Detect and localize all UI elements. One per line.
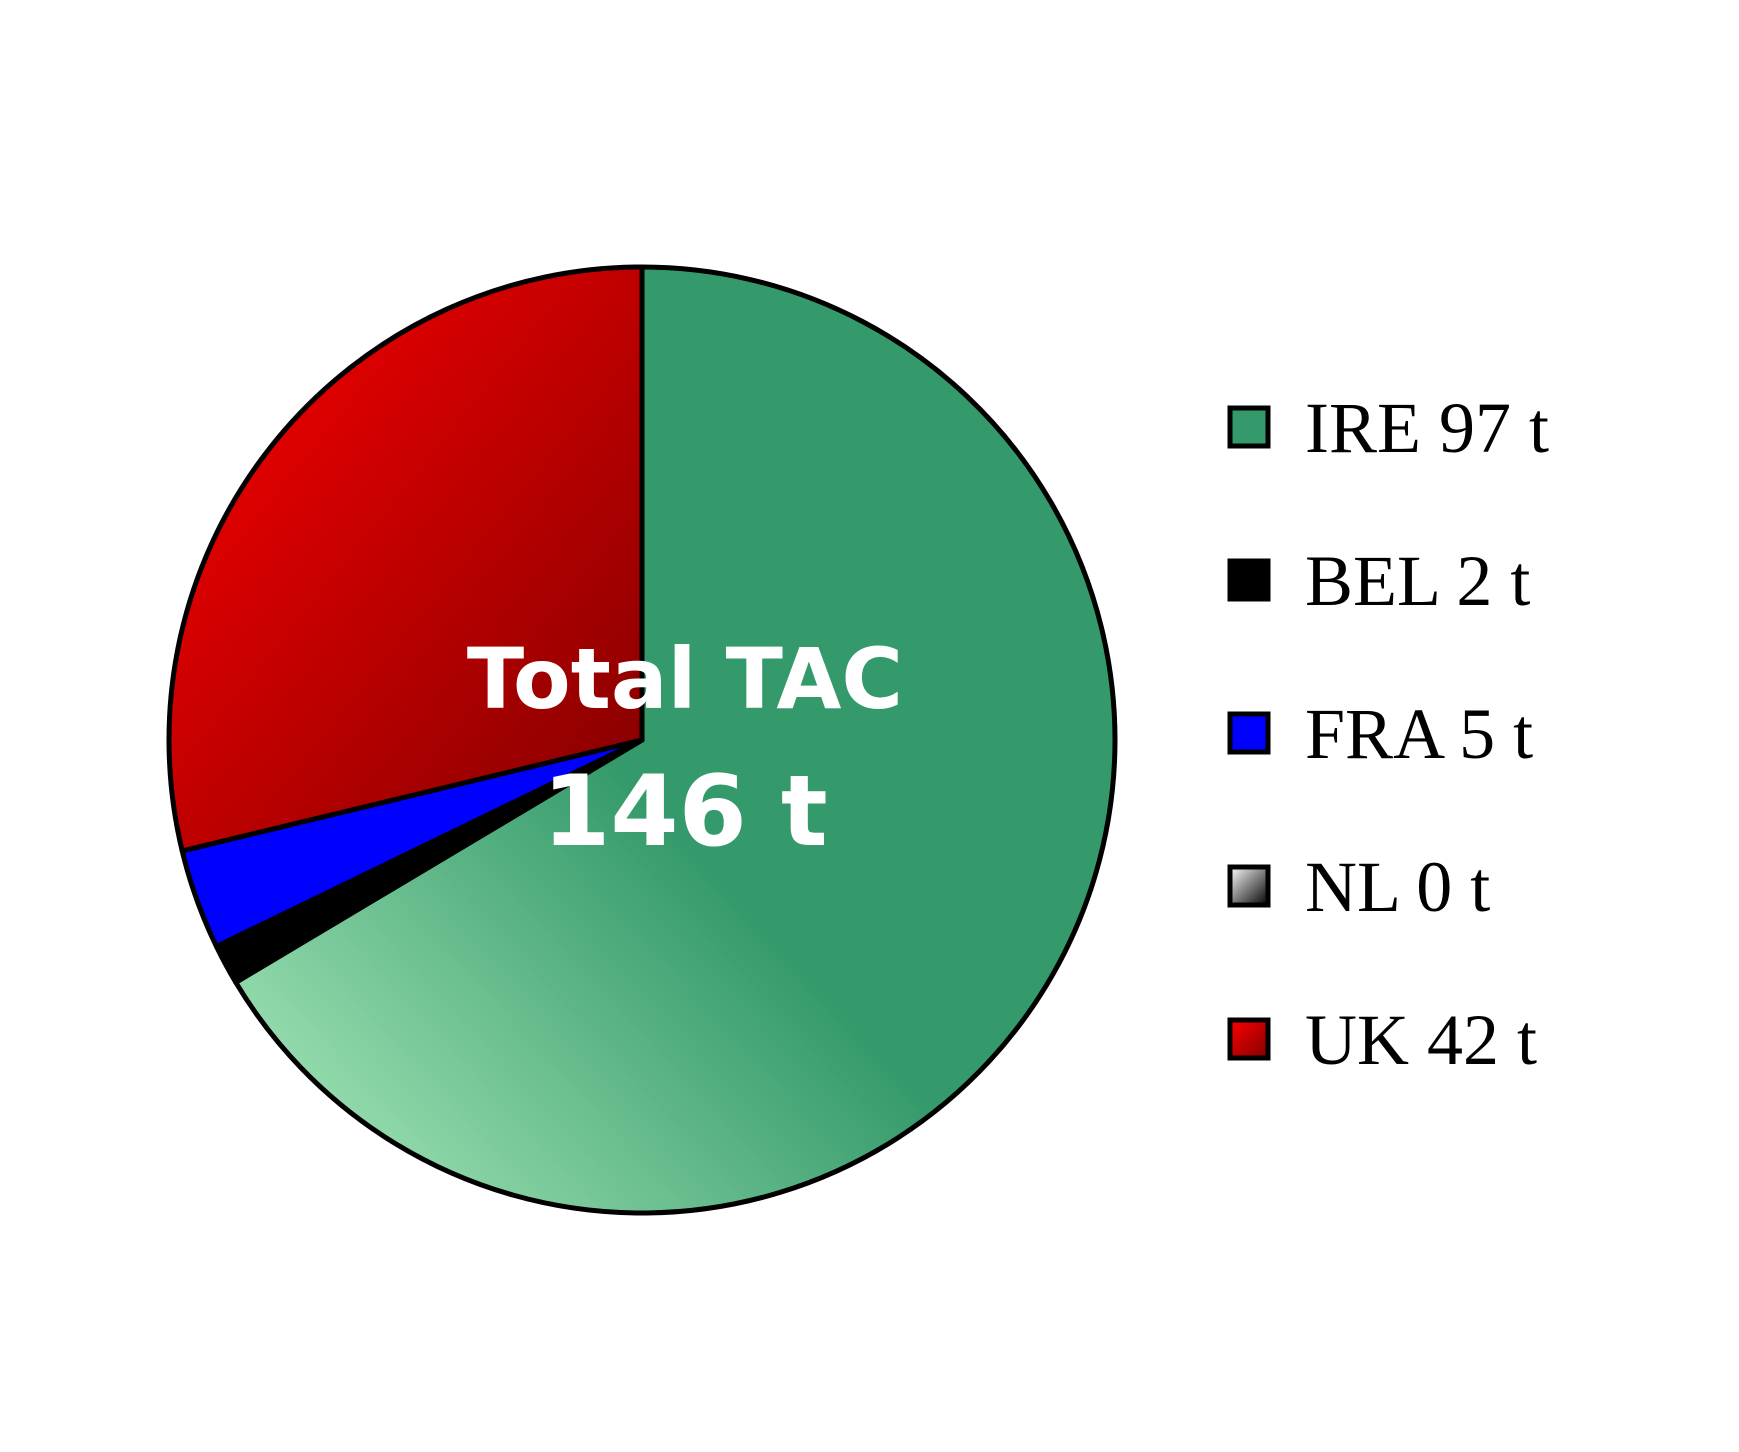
legend: IRE 97 t BEL 2 t FRA 5 t NL 0 t UK 42 t (1227, 388, 1549, 1080)
legend-swatch-nl (1227, 864, 1271, 908)
center-label-line2: 146 t (542, 755, 828, 869)
legend-swatch-fra (1227, 711, 1271, 755)
center-label: Total TAC 146 t (467, 630, 903, 869)
legend-item-ire: IRE 97 t (1227, 388, 1549, 468)
center-label-line1: Total TAC (467, 630, 903, 728)
legend-label-uk: UK 42 t (1305, 1000, 1537, 1080)
pie-slices (166, 264, 1118, 1216)
pie-slice-uk (166, 264, 645, 854)
legend-item-fra: FRA 5 t (1227, 694, 1533, 774)
pie-slice-ire (233, 264, 1118, 1216)
legend-swatch-ire (1227, 405, 1271, 449)
legend-label-bel: BEL 2 t (1305, 541, 1530, 621)
legend-item-uk: UK 42 t (1227, 1000, 1537, 1080)
legend-label-nl: NL 0 t (1305, 847, 1490, 927)
legend-label-ire: IRE 97 t (1305, 388, 1549, 468)
legend-swatch-uk (1227, 1017, 1271, 1061)
legend-item-nl: NL 0 t (1227, 847, 1490, 927)
legend-item-bel: BEL 2 t (1227, 541, 1530, 621)
legend-label-fra: FRA 5 t (1305, 694, 1533, 774)
legend-swatch-bel (1227, 558, 1271, 602)
